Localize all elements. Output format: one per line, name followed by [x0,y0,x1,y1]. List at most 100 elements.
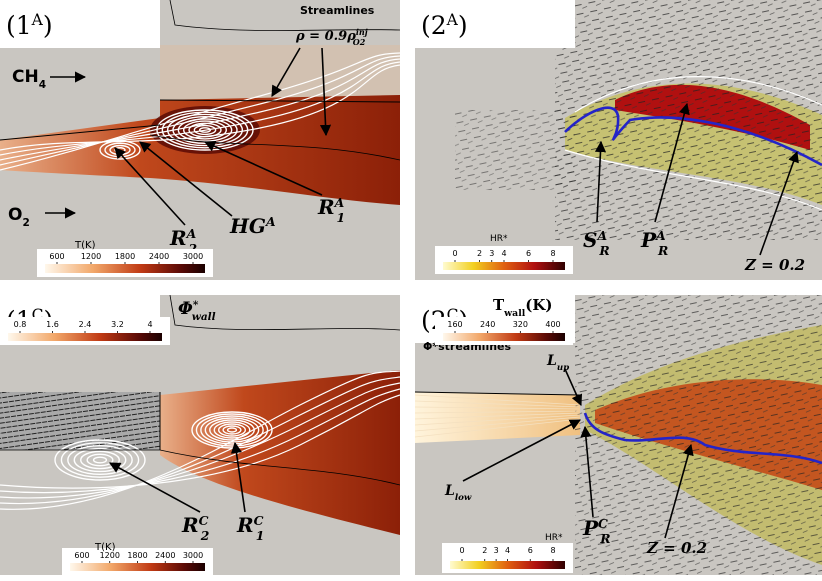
annotation: PA R [640,228,668,258]
streamline [80,450,120,470]
colorbar-label: HR* [545,533,563,543]
label-background [0,0,160,48]
colorbar-tick-label: 6 [526,249,531,258]
colorbar-tick-label: 3000 [183,551,203,560]
label-sup: C [254,513,264,528]
label-sub: wall [503,308,526,319]
annotation: SA R [583,228,610,258]
colorbar [45,264,205,273]
colorbar-tick-label: 3000 [183,252,203,261]
panel: (2A)SA R PA RZ = 0.2HR*0 2 3 4 6 8 [415,0,822,280]
label-sup: A [31,11,44,29]
label-sub: 2 [22,217,29,229]
line [415,412,581,420]
pointer-arrow [230,441,246,513]
annotation: Lup [546,353,569,373]
label-main: R [317,195,335,219]
annotation: RA 1 [317,195,345,225]
label-main: (2 [421,11,447,40]
streamline [222,425,242,435]
annotation: HGA [229,214,276,239]
line [0,55,400,166]
colorbar-tick-label: 0 [452,249,457,258]
colorbar-tick-label: 8 [550,546,555,555]
label-sub: 2 [188,241,198,256]
panel: (1C)RC2RC1Φ*wall0.81.62.43.24T(K)6001200… [0,295,400,575]
streamline [54,439,146,481]
colorbar-tick-label: 240 [480,320,495,329]
annotation: CH4 [12,67,46,91]
line [415,418,581,438]
colorbar-label: Twall(K) [493,296,553,319]
label-sub: R [657,243,668,258]
annotation: O2 [8,205,30,229]
colorbar-tick-label: 3 [489,249,494,258]
panel-label: (1A) [6,11,53,40]
pointer-arrow [664,443,694,539]
label-main: L [444,483,455,499]
label-sub: 4 [39,79,46,91]
pointer-arrow [203,141,323,196]
label-sub: 2 [200,528,210,543]
label-main: (1 [6,11,32,40]
injector-field [0,392,160,450]
label-post: ) [43,11,53,40]
annotation: Streamlines [300,4,375,17]
colorbar-tick-label: 3 [494,546,499,555]
streamline [73,447,127,473]
colorbar [450,561,565,569]
label-main: L [546,353,557,369]
streamline [217,423,247,437]
line [0,449,400,486]
colorbar-tick-label: 8 [550,249,555,258]
label-sub: 1 [256,528,265,543]
label-sup: * [193,299,199,311]
line [0,52,400,171]
pointer-arrow [594,140,607,223]
line [583,412,822,465]
label-sub: low [455,493,472,503]
injector [415,392,580,443]
velocity-field [455,110,575,190]
label-main: ρ = 0.9ρ [295,29,356,44]
colorbar-tick-label: 1800 [115,252,135,261]
line [415,406,581,410]
colorbar-tick-label: 320 [513,320,528,329]
line [169,0,400,31]
colorbar-tick-label: 2400 [155,551,175,560]
flame [160,370,400,535]
line [149,134,400,161]
line [0,61,400,156]
streamline [67,445,133,475]
panel-label: (2A) [421,11,468,40]
colorbar-tick-label: 1200 [81,252,101,261]
colorbar-tick-label: 600 [74,551,89,560]
label-sup: A [655,228,666,243]
streamline [60,442,140,478]
line [0,124,161,141]
colorbar-tick-label: 400 [545,320,560,329]
pointer-arrow [564,368,583,407]
colorbar-tick-label: 3.2 [111,320,124,329]
label-post: ) [458,11,468,40]
label-main: O [8,205,22,225]
colorbar [8,333,162,341]
line [415,400,581,408]
line [0,376,400,505]
colorbar-tick-label: 0.8 [14,320,27,329]
label-main: T [493,296,505,314]
line [169,295,400,331]
line [0,58,400,161]
label-post: (K) [525,296,552,314]
label-sup: inj [356,27,368,37]
label-sup: A [265,214,276,229]
label-sub: up [557,363,569,373]
line [564,106,822,167]
pointer-arrow [139,141,233,217]
label-main: P [582,516,599,540]
pointer-arrow [109,462,201,513]
colorbar-tick-label: 0 [459,546,464,555]
annotation: RA 2 [169,226,198,256]
streamline [182,120,228,140]
